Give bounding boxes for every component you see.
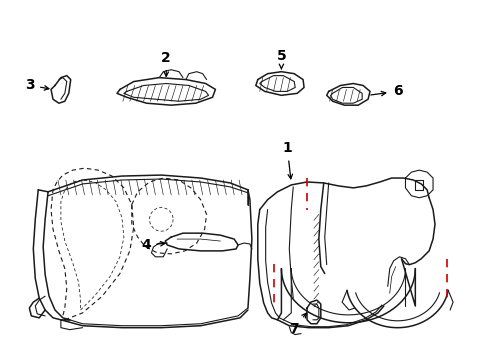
Polygon shape <box>306 300 320 324</box>
Polygon shape <box>255 72 304 95</box>
Text: 5: 5 <box>276 49 285 69</box>
Text: 2: 2 <box>161 51 171 76</box>
Polygon shape <box>51 76 71 103</box>
Text: 3: 3 <box>25 78 49 93</box>
Text: 1: 1 <box>282 141 292 179</box>
Text: 6: 6 <box>370 84 402 98</box>
Polygon shape <box>117 78 215 105</box>
Polygon shape <box>165 233 238 251</box>
Text: 4: 4 <box>142 238 164 252</box>
Text: 7: 7 <box>289 313 306 336</box>
Polygon shape <box>326 84 369 105</box>
